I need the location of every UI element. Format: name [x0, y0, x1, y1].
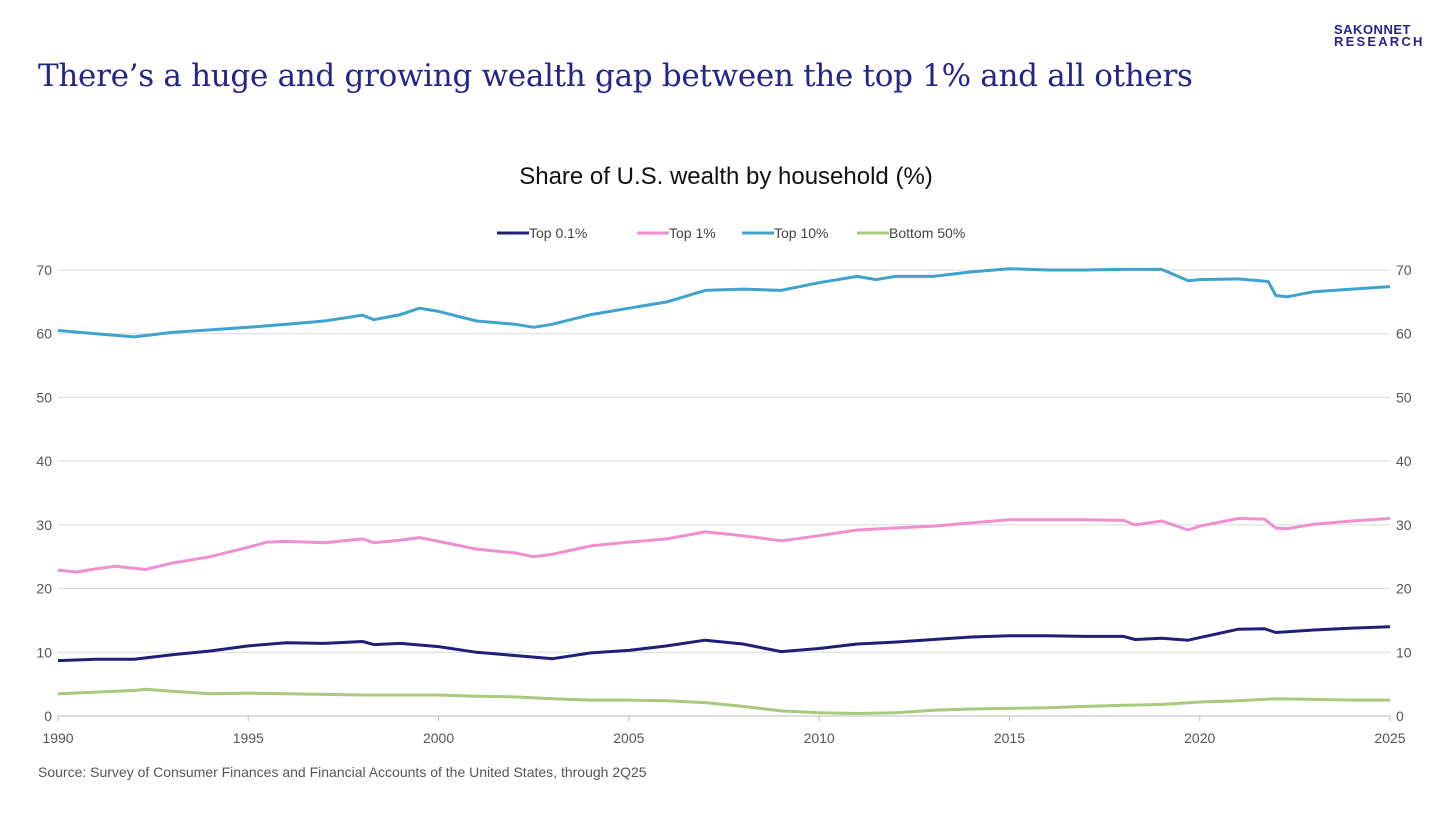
y-tick-label-left: 70 [36, 262, 52, 278]
logo-line1: SAKONNET [1334, 22, 1411, 37]
y-tick-label-right: 40 [1396, 453, 1412, 469]
y-tick-label-right: 0 [1396, 708, 1404, 724]
series-line-top-1- [57, 517, 1391, 574]
x-tick-label: 2000 [423, 730, 454, 746]
legend-label: Bottom 50% [889, 225, 965, 241]
series-line-top-0-1- [57, 625, 1391, 663]
series-line-top-10- [57, 267, 1391, 339]
y-tick-label-right: 60 [1396, 326, 1412, 342]
x-tick-label: 1995 [233, 730, 264, 746]
x-tick-label: 2005 [613, 730, 644, 746]
x-tick-label: 2010 [804, 730, 835, 746]
y-tick-label-right: 70 [1396, 262, 1412, 278]
page-title: There’s a huge and growing wealth gap be… [38, 58, 1193, 94]
y-tick-label-right: 20 [1396, 581, 1412, 597]
x-tick-label: 2020 [1184, 730, 1215, 746]
source-note: Source: Survey of Consumer Finances and … [38, 764, 647, 780]
series-line-bottom-50- [57, 687, 1390, 715]
y-tick-label-left: 40 [36, 453, 52, 469]
legend-label: Top 0.1% [529, 225, 587, 241]
y-tick-label-left: 30 [36, 517, 52, 533]
y-tick-label-right: 50 [1396, 389, 1412, 405]
legend-label: Top 1% [669, 225, 716, 241]
y-tick-label-left: 50 [36, 389, 52, 405]
y-tick-label-right: 10 [1396, 644, 1412, 660]
legend-label: Top 10% [774, 225, 828, 241]
chart-title: Share of U.S. wealth by household (%) [519, 163, 933, 190]
x-tick-label: 2025 [1374, 730, 1405, 746]
logo-line2: RESEARCH [1334, 34, 1425, 49]
y-tick-label-right: 30 [1396, 517, 1412, 533]
x-tick-label: 2015 [994, 730, 1025, 746]
x-tick-label: 1990 [42, 730, 73, 746]
y-tick-label-left: 60 [36, 326, 52, 342]
y-tick-label-left: 10 [36, 644, 52, 660]
y-tick-label-left: 20 [36, 581, 52, 597]
sakonnet-research-logo: SAKONNET RESEARCH [1334, 22, 1425, 49]
y-tick-label-left: 0 [44, 708, 52, 724]
